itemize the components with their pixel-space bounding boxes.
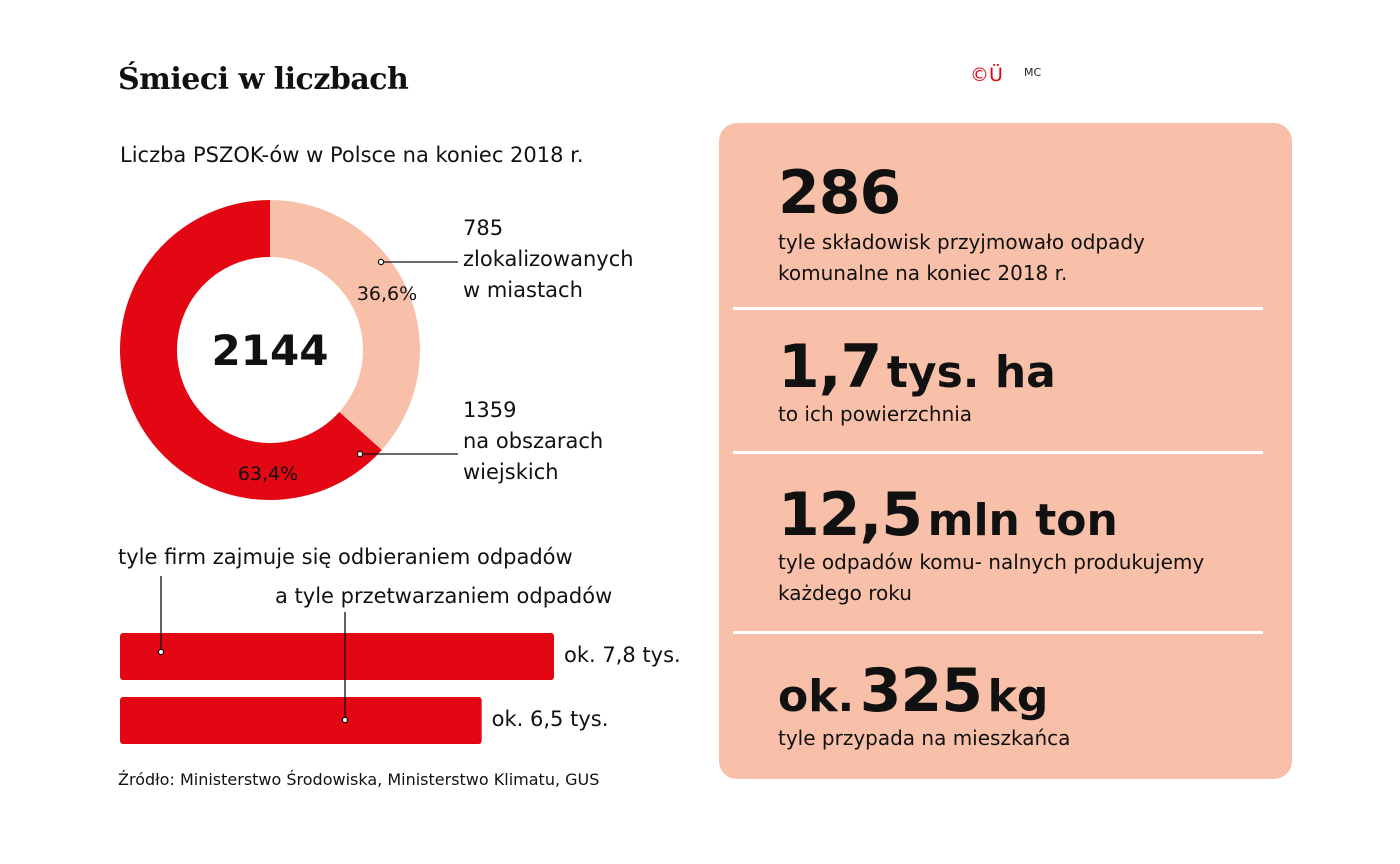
leader-line-processing-dot	[341, 716, 349, 724]
stat-waste-desc-1: tyle odpadów komu- nalnych produkujemy	[778, 550, 1205, 574]
donut-percent-rural: 63,4%	[238, 463, 298, 485]
donut-percent-urban: 36,6%	[357, 283, 417, 305]
leader-line-collection-dot	[157, 648, 165, 656]
stat-landfills-desc-2: komunalne na koniec 2018 r.	[778, 261, 1068, 285]
stat-landfills-number: 286	[778, 158, 901, 228]
bar-processing	[120, 697, 482, 744]
stat-area: 1,7 tys. ha to ich powierzchnia	[778, 337, 1056, 430]
stat-area-number: 1,7	[778, 332, 882, 402]
logo-mark: MC	[1024, 66, 1042, 79]
donut-slice-rural	[120, 200, 382, 500]
stats-panel: 286 tyle składowisk przyjmowało odpady k…	[719, 123, 1292, 779]
stat-per-capita-desc-1: tyle przypada na mieszkańca	[778, 726, 1071, 750]
bar-category-label-collection: tyle firm zajmuje się odbieraniem odpadó…	[118, 545, 573, 569]
callout-urban-line2: zlokalizowanych	[463, 247, 634, 271]
callout-urban: 785 zlokalizowanych w miastach	[463, 213, 634, 306]
bar-value-label-processing: ok. 6,5 tys.	[491, 707, 609, 731]
stat-landfills-desc-1: tyle składowisk przyjmowało odpady	[778, 230, 1145, 254]
stat-waste: 12,5 mln ton tyle odpadów komu- nalnych …	[778, 485, 1204, 609]
stat-waste-desc-2: każdego roku	[778, 581, 912, 605]
callout-rural-line2: na obszarach	[463, 429, 604, 453]
stat-per-capita-number: 325	[859, 656, 983, 726]
stat-landfills: 286 tyle składowisk przyjmowało odpady k…	[778, 163, 1145, 289]
stat-per-capita: ok. 325 kg tyle przypada na mieszkańca	[778, 661, 1070, 754]
publisher-logo: ©Ü	[970, 64, 1003, 86]
callout-urban-line3: w miastach	[463, 278, 583, 302]
page-title: Śmieci w liczbach	[118, 62, 409, 97]
stat-per-capita-prefix: ok.	[778, 671, 855, 722]
callout-rural: 1359 na obszarach wiejskich	[463, 395, 603, 488]
divider-3	[733, 631, 1263, 634]
stat-waste-number: 12,5	[778, 480, 923, 550]
donut-chart: 2144 36,6% 63,4%	[120, 200, 420, 500]
donut-chart-title: Liczba PSZOK-ów w Polsce na koniec 2018 …	[120, 143, 584, 167]
callout-rural-value: 1359	[463, 398, 517, 422]
callout-urban-value: 785	[463, 216, 504, 240]
divider-2	[733, 451, 1263, 454]
bar-collection	[120, 633, 554, 680]
source-note: Źródło: Ministerstwo Środowiska, Ministe…	[118, 770, 600, 789]
bar-value-label-collection: ok. 7,8 tys.	[564, 643, 681, 667]
stat-area-unit: tys. ha	[886, 347, 1056, 398]
stat-area-desc-1: to ich powierzchnia	[778, 402, 973, 426]
stat-waste-unit: mln ton	[927, 495, 1118, 546]
callout-rural-line3: wiejskich	[463, 460, 559, 484]
bar-category-label-processing: a tyle przetwarzaniem odpadów	[275, 584, 613, 608]
stat-per-capita-unit: kg	[987, 671, 1049, 722]
donut-slice-urban	[270, 200, 420, 450]
donut-center-total: 2144	[212, 326, 329, 375]
divider-1	[733, 307, 1263, 310]
